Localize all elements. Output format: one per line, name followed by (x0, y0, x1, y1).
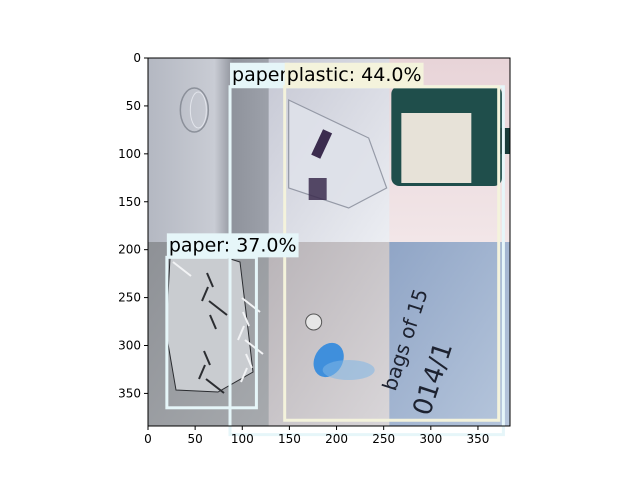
y-tick-label: 150 (118, 195, 141, 209)
y-tick-label: 50 (126, 99, 141, 113)
x-tick-label: 200 (325, 432, 348, 446)
y-tick-label: 350 (118, 386, 141, 400)
detection-label: paper: 37.0% (169, 234, 297, 256)
x-tick-label: 350 (466, 432, 489, 446)
foil-shape (166, 252, 253, 392)
x-tick-label: 0 (144, 432, 152, 446)
y-tick-label: 250 (118, 291, 141, 305)
white-cap (306, 314, 322, 330)
x-tick-label: 300 (419, 432, 442, 446)
tile-bg (269, 242, 390, 427)
x-tick-label: 50 (187, 432, 202, 446)
x-tick-label: 100 (231, 432, 254, 446)
tile-blue-caps (269, 242, 390, 427)
bottle-label-2 (309, 178, 327, 200)
detection-label: plastic: 44.0% (287, 64, 422, 86)
y-tick-label: 0 (133, 51, 141, 65)
detection-label: paper (232, 64, 287, 86)
y-tick-label: 100 (118, 147, 141, 161)
y-tick-label: 200 (118, 243, 141, 257)
y-tick-label: 300 (118, 339, 141, 353)
x-tick-label: 150 (278, 432, 301, 446)
green-bottle-label (401, 113, 471, 183)
x-tick-label: 250 (372, 432, 395, 446)
blue-cap-shadow (323, 360, 375, 380)
